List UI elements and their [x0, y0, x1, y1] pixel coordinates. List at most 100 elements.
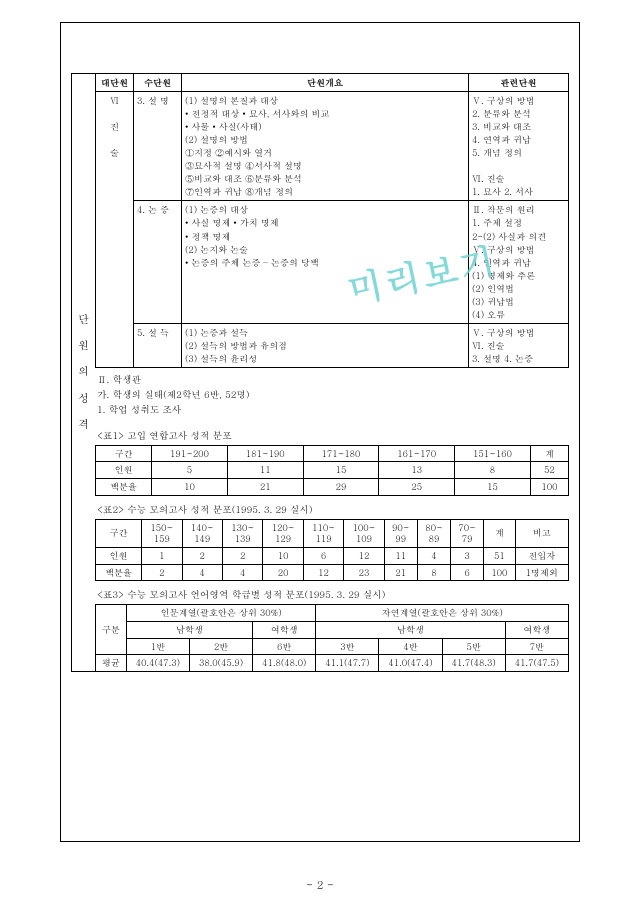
content-area: 단 원 의 성 격 대단원 수단원 단원개요 관련단원 Ⅵ 진 술	[61, 23, 579, 841]
side-char: 성	[78, 386, 89, 412]
unit-col1: Ⅵ 진 술	[96, 92, 134, 368]
table1: 구간 191~200 181~190 171~180 161~170 151~1…	[95, 445, 569, 496]
t2c: 4	[182, 564, 222, 581]
t1c: 15	[455, 478, 531, 495]
t2h: 계	[484, 519, 515, 547]
t2h: 130~ 139	[222, 519, 262, 547]
table2-caption: <표2> 수능 모의고사 성적 분포(1995. 3. 29 실시)	[95, 496, 569, 519]
t2c: 12	[344, 547, 384, 564]
section-line: 가. 학생의 실태(제2학년 6반, 52명)	[97, 387, 567, 402]
t1c: 21	[227, 478, 303, 495]
t2h: 110~ 119	[303, 519, 343, 547]
t2c: 6	[303, 547, 343, 564]
t2c: 인원	[96, 547, 142, 564]
t2c: 4	[222, 564, 262, 581]
t1h: 161~170	[379, 445, 455, 462]
t2h: 80~ 89	[417, 519, 450, 547]
sub-cell: 4. 논 증	[134, 201, 182, 323]
vertical-side-label: 단 원 의 성 격	[71, 73, 95, 672]
t3-sub: 남학생	[126, 622, 252, 639]
t1h: 191~200	[152, 445, 228, 462]
t2c: 23	[344, 564, 384, 581]
t3-row: 40.4(47.3)	[126, 655, 189, 672]
page-frame: 미리보기 단 원 의 성 격 대단원 수단원 단원개요 관련단원	[60, 22, 580, 842]
t2c: 2	[182, 547, 222, 564]
col-header: 수단원	[134, 74, 182, 92]
t1c: 8	[455, 462, 531, 479]
t1c: 11	[227, 462, 303, 479]
t1c: 100	[530, 478, 568, 495]
main-column: 대단원 수단원 단원개요 관련단원 Ⅵ 진 술 3. 설 명 (1) 설명의 본…	[95, 73, 569, 672]
t3-sub: 남학생	[316, 622, 505, 639]
side-char: 격	[78, 412, 89, 438]
t3-top: 자연계열(괄호안은 상위 30%)	[316, 605, 569, 622]
t1h: 151~160	[455, 445, 531, 462]
t1h: 구간	[96, 445, 152, 462]
t2h: 120~ 129	[263, 519, 303, 547]
t2c: 1	[142, 547, 182, 564]
t1c: 29	[303, 478, 379, 495]
t2c: 백분율	[96, 564, 142, 581]
sub-cell: 3. 설 명	[134, 92, 182, 201]
side-char: 원	[78, 333, 89, 359]
side-char: 의	[78, 359, 89, 385]
main-wrap: 단 원 의 성 격 대단원 수단원 단원개요 관련단원 Ⅵ 진 술	[71, 73, 569, 672]
t1c: 15	[303, 462, 379, 479]
page-number: - 2 -	[0, 878, 640, 893]
t2c: 6	[451, 564, 484, 581]
outline-cell: (1) 논증과 설득 (2) 설득의 방법과 유의점 (3) 설득의 윤리성	[182, 323, 469, 367]
outline-cell: (1) 설명의 본질과 대상 • 전정적 대상 • 묘사, 서사와의 비교 • …	[182, 92, 469, 201]
unit-structure-table: 대단원 수단원 단원개요 관련단원 Ⅵ 진 술 3. 설 명 (1) 설명의 본…	[95, 73, 569, 368]
t3-top: 인문계열(괄호안은 상위 30%)	[126, 605, 315, 622]
t2c: 11	[384, 547, 417, 564]
section-line: 1. 학업 성취도 조사	[97, 402, 567, 417]
t3-sub2: 6반	[253, 638, 316, 655]
t2c: 2	[142, 564, 182, 581]
t2c: 100	[484, 564, 515, 581]
t2c: 3	[451, 547, 484, 564]
t3-sub2: 4반	[379, 638, 442, 655]
rel-cell: Ⅴ. 구상의 방법 Ⅵ. 진술 3. 설명 4. 논증	[469, 323, 569, 367]
t3-sub2: 1반	[126, 638, 189, 655]
t1c: 10	[152, 478, 228, 495]
t2c: 2	[222, 547, 262, 564]
t3-sub2: 2반	[189, 638, 252, 655]
col-header: 관련단원	[469, 74, 569, 92]
t2h: 구간	[96, 519, 142, 547]
t3-gubun: 구분	[96, 605, 127, 655]
t3-sub2: 7반	[505, 638, 568, 655]
side-char: 단	[78, 307, 89, 333]
t1c: 13	[379, 462, 455, 479]
table2: 구간 150~ 159 140~ 149 130~ 139 120~ 129 1…	[95, 519, 569, 582]
t1c: 인원	[96, 462, 152, 479]
col-header: 단원개요	[182, 74, 469, 92]
sub-cell: 5. 설 득	[134, 323, 182, 367]
t2h: 100~ 109	[344, 519, 384, 547]
section-line: Ⅱ. 학생관	[97, 372, 567, 387]
t3-row: 41.8(48.0)	[253, 655, 316, 672]
t3-row: 41.7(48.3)	[442, 655, 505, 672]
t2c: 8	[417, 564, 450, 581]
t2c: 20	[263, 564, 303, 581]
rel-cell: Ⅴ. 구상의 방법 2. 분류와 분석 3. 비교와 대조 4. 연역과 귀납 …	[469, 92, 569, 201]
t2c: 51	[484, 547, 515, 564]
t2h: 150~ 159	[142, 519, 182, 547]
t3-sub: 여학생	[505, 622, 568, 639]
t3-sub2: 3반	[316, 638, 379, 655]
table3-caption: <표3> 수능 모의고사 언어영역 학급별 성적 분포(1995. 3. 29 …	[95, 581, 569, 604]
t3-row: 38.0(45.9)	[189, 655, 252, 672]
t2h: 70~ 79	[451, 519, 484, 547]
t3-row: 41.1(47.7)	[316, 655, 379, 672]
outline-cell: (1) 논증의 대상 • 사실 명제 • 가치 명제 • 정책 명제 (2) 논…	[182, 201, 469, 323]
t1h: 계	[530, 445, 568, 462]
t2h: 140~ 149	[182, 519, 222, 547]
t3-row: 41.7(47.5)	[505, 655, 568, 672]
t2c: 10	[263, 547, 303, 564]
t2h: 비고	[515, 519, 568, 547]
t2h: 90~ 99	[384, 519, 417, 547]
t3-sub2: 5반	[442, 638, 505, 655]
t2c: 12	[303, 564, 343, 581]
t1c: 백분율	[96, 478, 152, 495]
t3-sub: 여학생	[253, 622, 316, 639]
t2c: 21	[384, 564, 417, 581]
